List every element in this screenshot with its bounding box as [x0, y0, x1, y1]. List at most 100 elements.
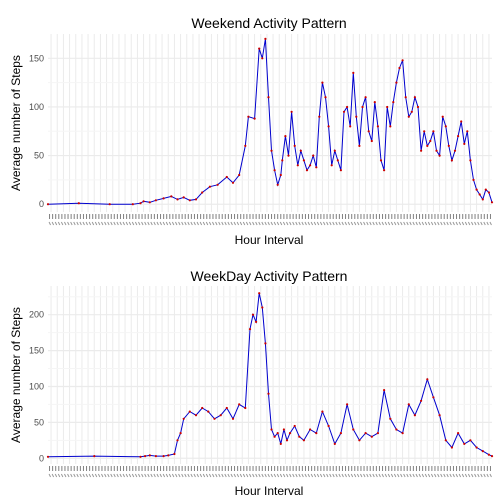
- weekend-x-tick-label: [105, 222, 107, 225]
- weekend-x-tick-label: [185, 222, 187, 225]
- weekend-x-tick-label: [197, 222, 199, 225]
- weekend-x-tick-label: [487, 222, 489, 225]
- weekend-x-tick-label: [274, 222, 276, 225]
- weekend-x-tick-label: [320, 222, 322, 225]
- weekday-x-tick-label: [216, 474, 218, 477]
- weekday-x-tick-label: [367, 474, 369, 477]
- weekend-x-tick-label: [478, 222, 480, 225]
- weekday-y-tick-labels: 050100150200: [29, 310, 44, 464]
- weekend-data-point: [321, 82, 323, 84]
- weekday-data-point: [286, 439, 288, 441]
- weekend-x-tick-label: [330, 222, 332, 225]
- weekend-x-tick-label: [438, 222, 440, 225]
- weekday-data-point: [207, 411, 209, 413]
- weekend-data-point: [337, 159, 339, 161]
- weekend-x-tick-label: [86, 222, 88, 225]
- weekend-x-tick-label: [490, 222, 492, 225]
- weekend-x-tick-label: [117, 222, 119, 225]
- weekend-x-tick-label: [188, 222, 190, 225]
- weekday-data-point: [267, 393, 269, 395]
- weekday-x-tick-label: [351, 474, 353, 477]
- weekday-x-tick-label: [271, 474, 273, 477]
- weekday-x-tick-label: [357, 474, 359, 477]
- weekday-data-point: [408, 403, 410, 405]
- weekend-x-tick-label: [348, 222, 350, 225]
- weekday-x-tick-label: [49, 474, 51, 477]
- weekday-x-tick-label: [228, 474, 230, 477]
- weekday-x-tick-label: [234, 474, 236, 477]
- weekend-data-point: [426, 145, 428, 147]
- weekday-x-tick-label: [265, 474, 267, 477]
- weekday-data-point: [298, 436, 300, 438]
- weekday-x-tick-label: [422, 474, 424, 477]
- weekend-x-tick-label: [484, 222, 486, 225]
- weekend-x-tick-label: [379, 222, 381, 225]
- weekend-x-tick-label: [333, 222, 335, 225]
- weekday-x-tick-label: [394, 474, 396, 477]
- weekend-x-tick-label: [216, 222, 218, 225]
- weekday-data-point: [414, 414, 416, 416]
- weekday-x-tick-label: [231, 474, 233, 477]
- weekend-x-tick-label: [58, 222, 60, 225]
- weekday-x-tick-label: [209, 474, 211, 477]
- weekday-data-point: [402, 432, 404, 434]
- weekday-data-point: [149, 454, 151, 456]
- weekend-data-point: [189, 199, 191, 201]
- weekday-data-point: [371, 436, 373, 438]
- weekend-x-tick-label: [237, 222, 239, 225]
- weekday-data-point: [274, 436, 276, 438]
- weekday-x-tick-label: [465, 474, 467, 477]
- weekday-x-tick-label: [280, 474, 282, 477]
- weekend-x-tick-label: [154, 222, 156, 225]
- weekday-x-tick-label: [296, 474, 298, 477]
- weekend-data-point: [264, 38, 266, 40]
- weekday-x-tick-label: [163, 474, 165, 477]
- weekday-x-tick-label: [333, 474, 335, 477]
- weekend-x-tick-label: [327, 222, 329, 225]
- weekday-x-tick-label: [320, 474, 322, 477]
- weekday-x-tick-label: [419, 474, 421, 477]
- weekday-x-tick-label: [126, 474, 128, 477]
- weekday-x-tick-label: [95, 474, 97, 477]
- weekday-x-tick-label: [157, 474, 159, 477]
- weekend-x-tick-label: [407, 222, 409, 225]
- weekday-x-tick-label: [77, 474, 79, 477]
- weekend-x-tick-label: [71, 222, 73, 225]
- weekday-x-tick-label: [142, 474, 144, 477]
- weekend-data-point: [476, 189, 478, 191]
- weekend-data-point: [469, 159, 471, 161]
- weekday-x-tick-label: [191, 474, 193, 477]
- weekend-x-tick-label: [148, 222, 150, 225]
- weekend-data-point: [395, 82, 397, 84]
- weekend-x-tick-label: [89, 222, 91, 225]
- weekend-x-tick-label: [302, 222, 304, 225]
- weekend-y-tick-label-100: 100: [29, 102, 44, 112]
- weekday-data-point: [476, 446, 478, 448]
- weekday-x-tick-label: [89, 474, 91, 477]
- weekday-y-tick-label-50: 50: [34, 417, 44, 427]
- weekend-x-tick-label: [265, 222, 267, 225]
- weekday-x-tick-label: [132, 474, 134, 477]
- weekend-x-tick-label: [453, 222, 455, 225]
- weekend-x-tick-label: [228, 222, 230, 225]
- weekday-x-tick-label: [416, 474, 418, 477]
- weekday-x-tick-label: [348, 474, 350, 477]
- weekend-x-tick-label: [382, 222, 384, 225]
- weekday-x-tick-label: [64, 474, 66, 477]
- weekday-x-tick-label: [246, 474, 248, 477]
- weekday-x-tick-label: [302, 474, 304, 477]
- weekday-data-point: [334, 443, 336, 445]
- weekday-x-tick-label: [438, 474, 440, 477]
- weekend-data-point: [445, 125, 447, 127]
- weekend-x-tick-label: [431, 222, 433, 225]
- weekday-x-tick-label: [120, 474, 122, 477]
- weekend-x-tick-label: [465, 222, 467, 225]
- weekend-x-tick-label: [68, 222, 70, 225]
- weekday-data-point: [189, 411, 191, 413]
- weekend-x-tick-label: [151, 222, 153, 225]
- weekend-x-tick-label: [434, 222, 436, 225]
- weekday-x-tick-label: [434, 474, 436, 477]
- weekday-data-point: [377, 432, 379, 434]
- weekday-data-point: [47, 456, 49, 458]
- weekend-data-point: [274, 169, 276, 171]
